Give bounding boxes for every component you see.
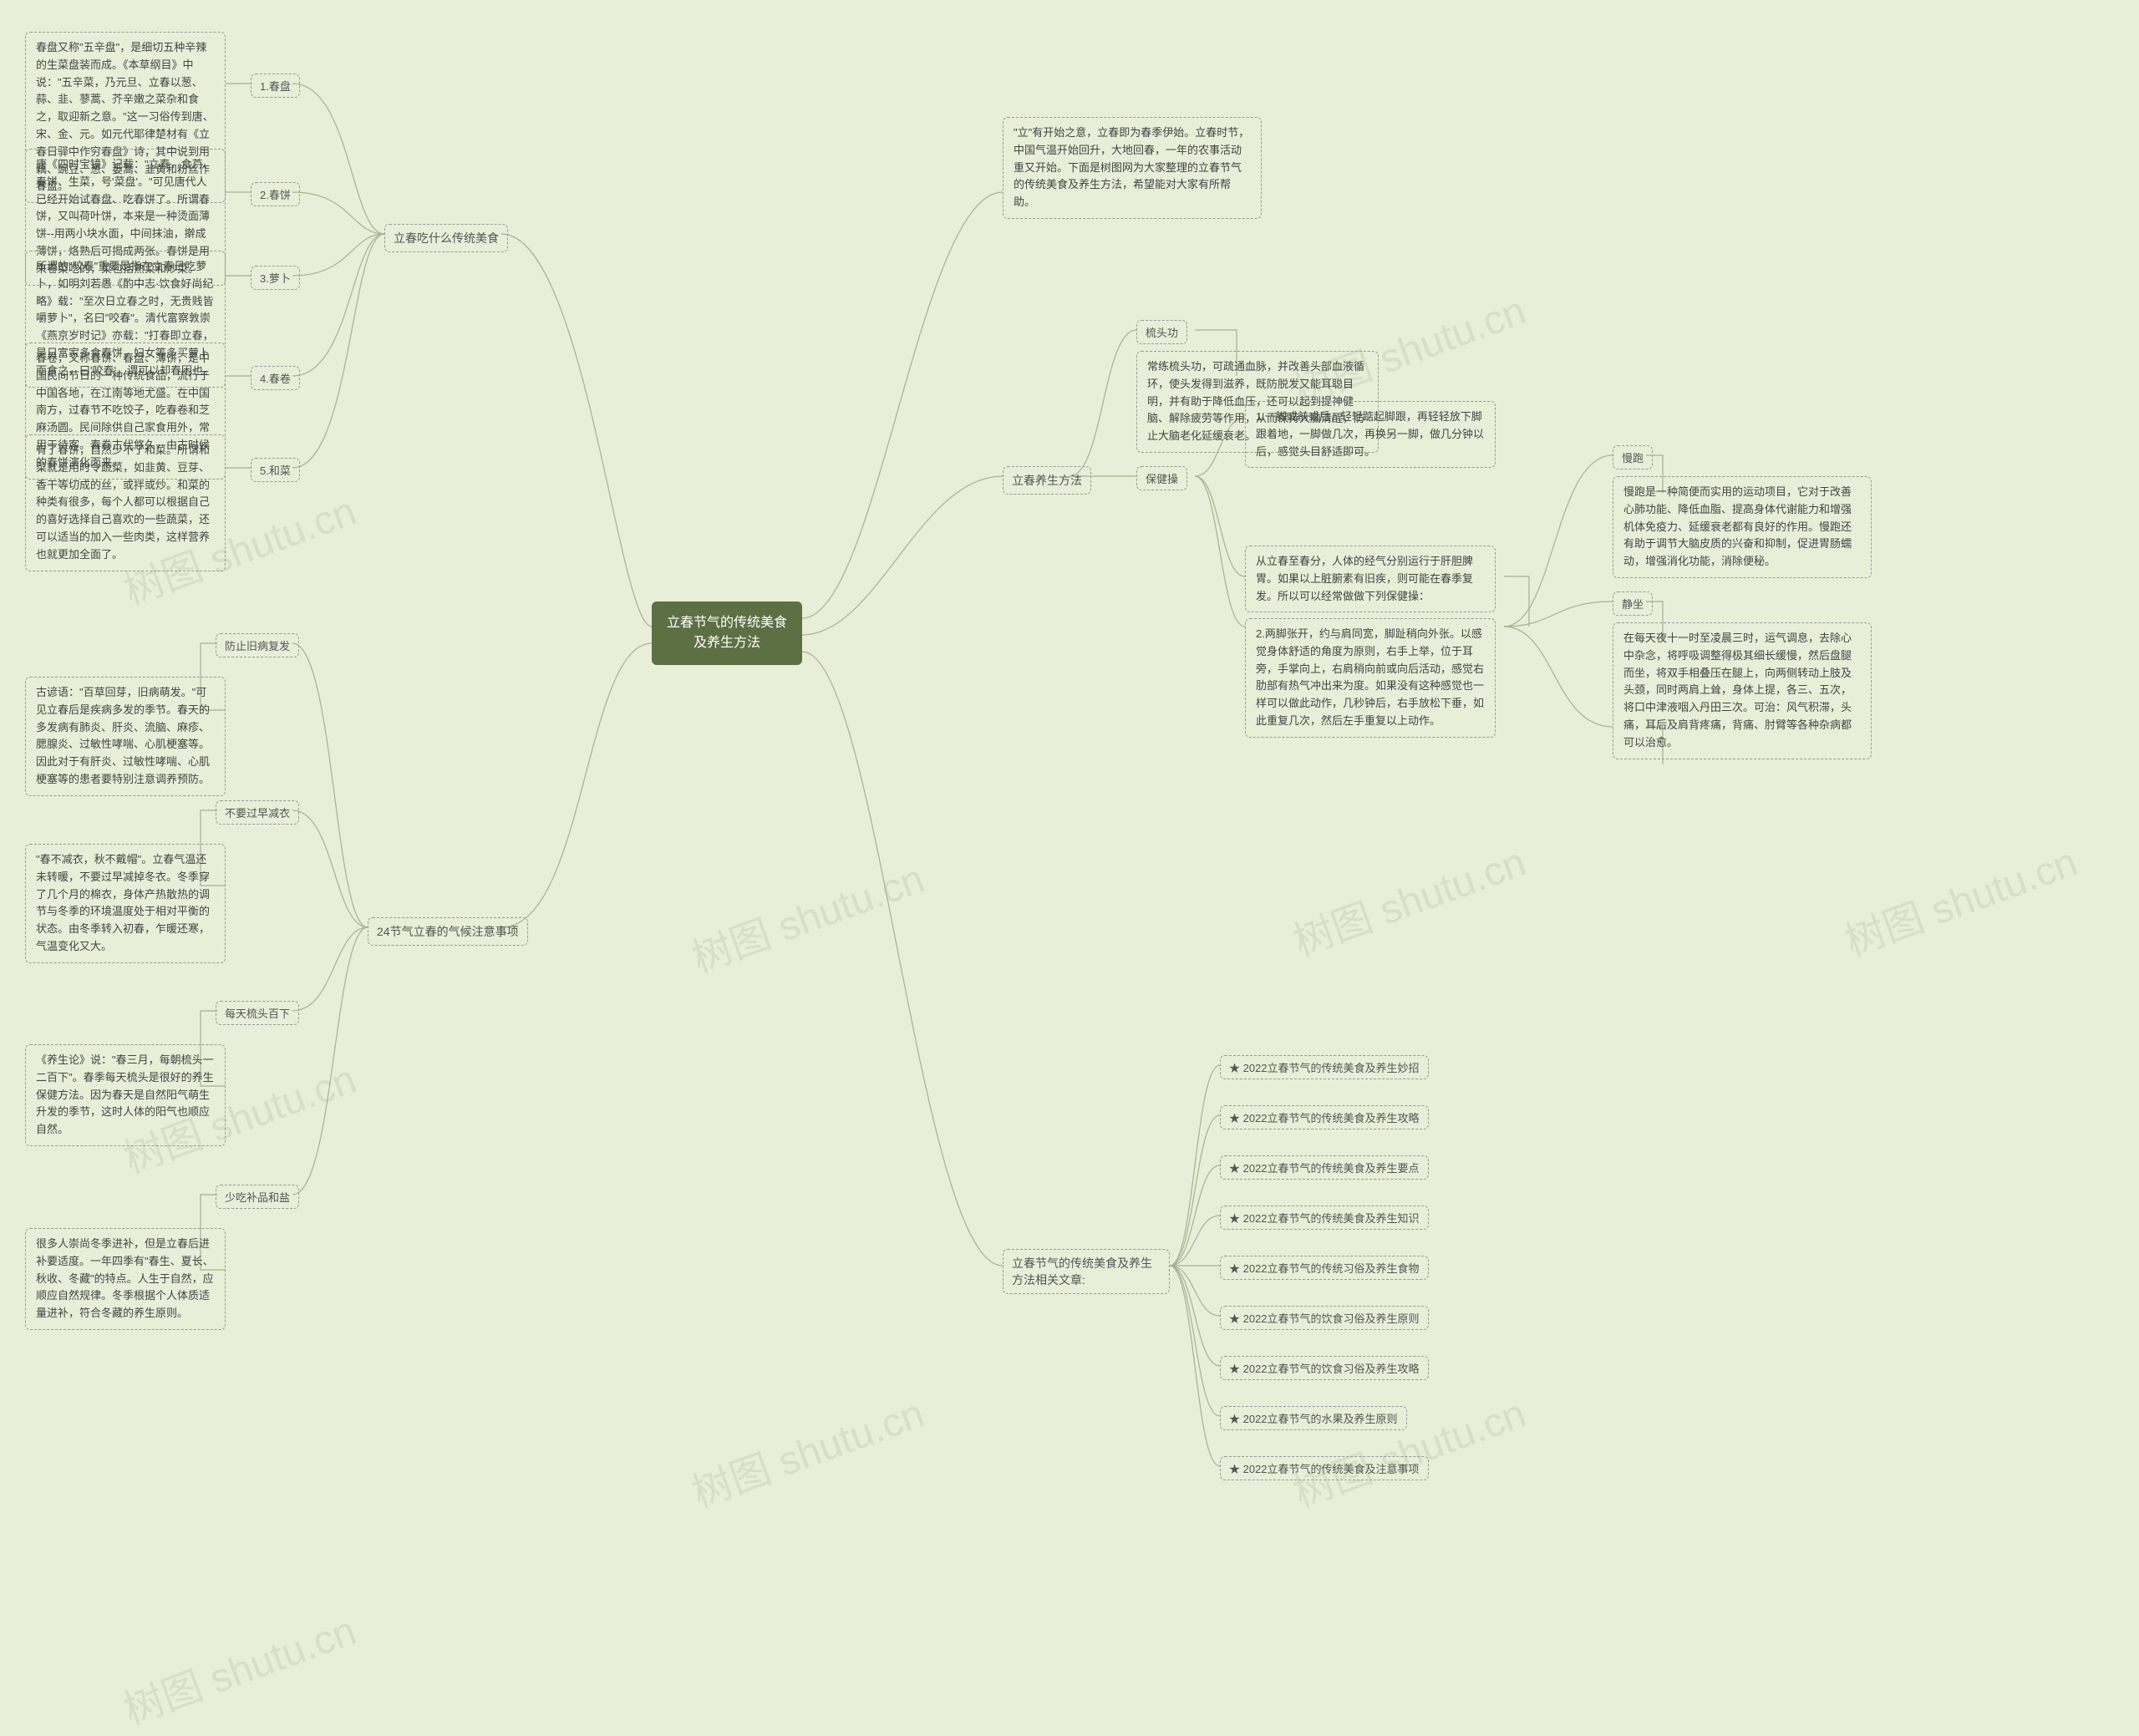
related-5: ★ 2022立春节气的传统习俗及养生食物 — [1220, 1256, 1429, 1280]
connectors — [0, 0, 2139, 1736]
branch-caution: 24节气立春的气候注意事项 — [368, 917, 528, 946]
food-1-label: 1.春盘 — [251, 74, 300, 98]
caution-3-body: 《养生论》说："春三月，每朝梳头一二百下"。春季每天梳头是很好的养生保健方法。因… — [25, 1044, 226, 1146]
food-5-label: 5.和菜 — [251, 458, 300, 482]
watermark: 树图 shutu.cn — [683, 1380, 931, 1518]
caution-3-label: 每天梳头百下 — [216, 1001, 299, 1025]
watermark: 树图 shutu.cn — [683, 845, 931, 983]
health-2-label: 保健操 — [1136, 466, 1187, 490]
related-1: ★ 2022立春节气的传统美食及养生妙招 — [1220, 1055, 1429, 1079]
related-7: ★ 2022立春节气的饮食习俗及养生攻略 — [1220, 1356, 1429, 1380]
related-4: ★ 2022立春节气的传统美食及养生知识 — [1220, 1206, 1429, 1230]
caution-1-body: 古谚语："百草回芽，旧病萌发。"可见立春后是疾病多发的季节。春天的多发病有肺炎、… — [25, 677, 226, 796]
health-3-body: 慢跑是一种简便而实用的运动项目，它对于改善心肺功能、降低血脂、提高身体代谢能力和… — [1613, 476, 1872, 578]
health-4-label: 静坐 — [1613, 591, 1653, 616]
food-5-body: 有了春饼，自然少不了和菜。所谓和菜就是用时令蔬菜，如韭黄、豆芽、香干等切成的丝，… — [25, 434, 226, 571]
health-4-body: 在每天夜十一时至凌晨三时，运气调息，去除心中杂念，将呼吸调整得极其细长缓慢，然后… — [1613, 622, 1872, 759]
caution-4-body: 很多人崇尚冬季进补，但是立春后进补要适度。一年四季有"春生、夏长、秋收、冬藏"的… — [25, 1228, 226, 1330]
related-9: ★ 2022立春节气的传统美食及注意事项 — [1220, 1456, 1429, 1480]
branch-food: 立春吃什么传统美食 — [384, 224, 508, 252]
root-node: 立春节气的传统美食及养生方法 — [652, 602, 802, 665]
food-2-label: 2.春饼 — [251, 182, 300, 206]
health-3-label: 慢跑 — [1613, 445, 1653, 470]
health-2-mid: 从立春至春分，人体的经气分别运行于肝胆脾胃。如果以上脏腑素有旧疾，则可能在春季复… — [1245, 546, 1496, 612]
caution-1-label: 防止旧病复发 — [216, 633, 299, 657]
watermark: 树图 shutu.cn — [114, 1597, 363, 1735]
branch-health: 立春养生方法 — [1003, 466, 1091, 495]
branch-related: 立春节气的传统美食及养生方法相关文章: — [1003, 1249, 1170, 1294]
health-1-label: 梳头功 — [1136, 320, 1187, 344]
health-2-body2: 2.两脚张开，约与肩同宽，脚趾稍向外张。以感觉身体舒适的角度为原则，右手上举，位… — [1245, 618, 1496, 738]
related-6: ★ 2022立春节气的饮食习俗及养生原则 — [1220, 1306, 1429, 1330]
caution-4-label: 少吃补品和盐 — [216, 1185, 299, 1209]
food-4-label: 4.春卷 — [251, 366, 300, 390]
food-3-label: 3.萝卜 — [251, 266, 300, 290]
watermark: 树图 shutu.cn — [1284, 1380, 1532, 1518]
health-2-body1: 1.一脚或前或后，轻轻踮起脚跟，再轻轻放下脚跟着地，一脚做几次，再换另一脚，做几… — [1245, 401, 1496, 468]
caution-2-label: 不要过早减衣 — [216, 800, 299, 825]
related-2: ★ 2022立春节气的传统美食及养生攻略 — [1220, 1105, 1429, 1129]
watermark: 树图 shutu.cn — [1284, 829, 1532, 967]
caution-2-body: "春不减衣，秋不戴帽"。立春气温还未转暖，不要过早减掉冬衣。冬季穿了几个月的棉衣… — [25, 844, 226, 963]
watermark: 树图 shutu.cn — [1836, 829, 2084, 967]
related-3: ★ 2022立春节气的传统美食及养生要点 — [1220, 1155, 1429, 1180]
intro-node: "立"有开始之意，立春即为春季伊始。立春时节，中国气温开始回升，大地回春，一年的… — [1003, 117, 1262, 219]
related-8: ★ 2022立春节气的水果及养生原则 — [1220, 1406, 1407, 1430]
